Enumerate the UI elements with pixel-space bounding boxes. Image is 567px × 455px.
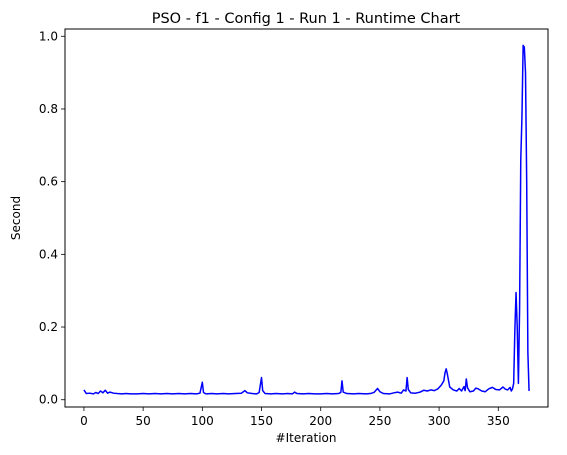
runtime-series-line (83, 44, 530, 395)
x-tick-label: 0 (80, 414, 88, 428)
plot-frame (64, 28, 549, 408)
x-tick-label: 250 (368, 414, 391, 428)
y-tick-label: 0.6 (39, 175, 58, 189)
y-tick-label: 0.4 (39, 247, 58, 261)
x-tick-label: 50 (135, 414, 150, 428)
chart-title: PSO - f1 - Config 1 - Run 1 - Runtime Ch… (152, 11, 461, 27)
series-layer (83, 44, 530, 395)
y-axis-ticks: 0.0 0.2 0.4 0.6 0.8 1.0 (39, 29, 65, 407)
x-tick-label: 350 (487, 414, 510, 428)
x-axis-label: #Iteration (276, 431, 337, 445)
x-axis-ticks: 0 50 100 150 200 250 300 350 (80, 407, 510, 428)
plot-area-background (65, 29, 548, 407)
y-tick-label: 1.0 (39, 29, 58, 43)
x-tick-label: 300 (428, 414, 451, 428)
x-tick-label: 150 (250, 414, 273, 428)
x-tick-label: 200 (309, 414, 332, 428)
y-tick-label: 0.2 (39, 320, 58, 334)
x-tick-label: 100 (191, 414, 214, 428)
y-tick-label: 0.8 (39, 102, 58, 116)
y-tick-label: 0.0 (39, 393, 58, 407)
y-axis-label: Second (9, 196, 23, 240)
